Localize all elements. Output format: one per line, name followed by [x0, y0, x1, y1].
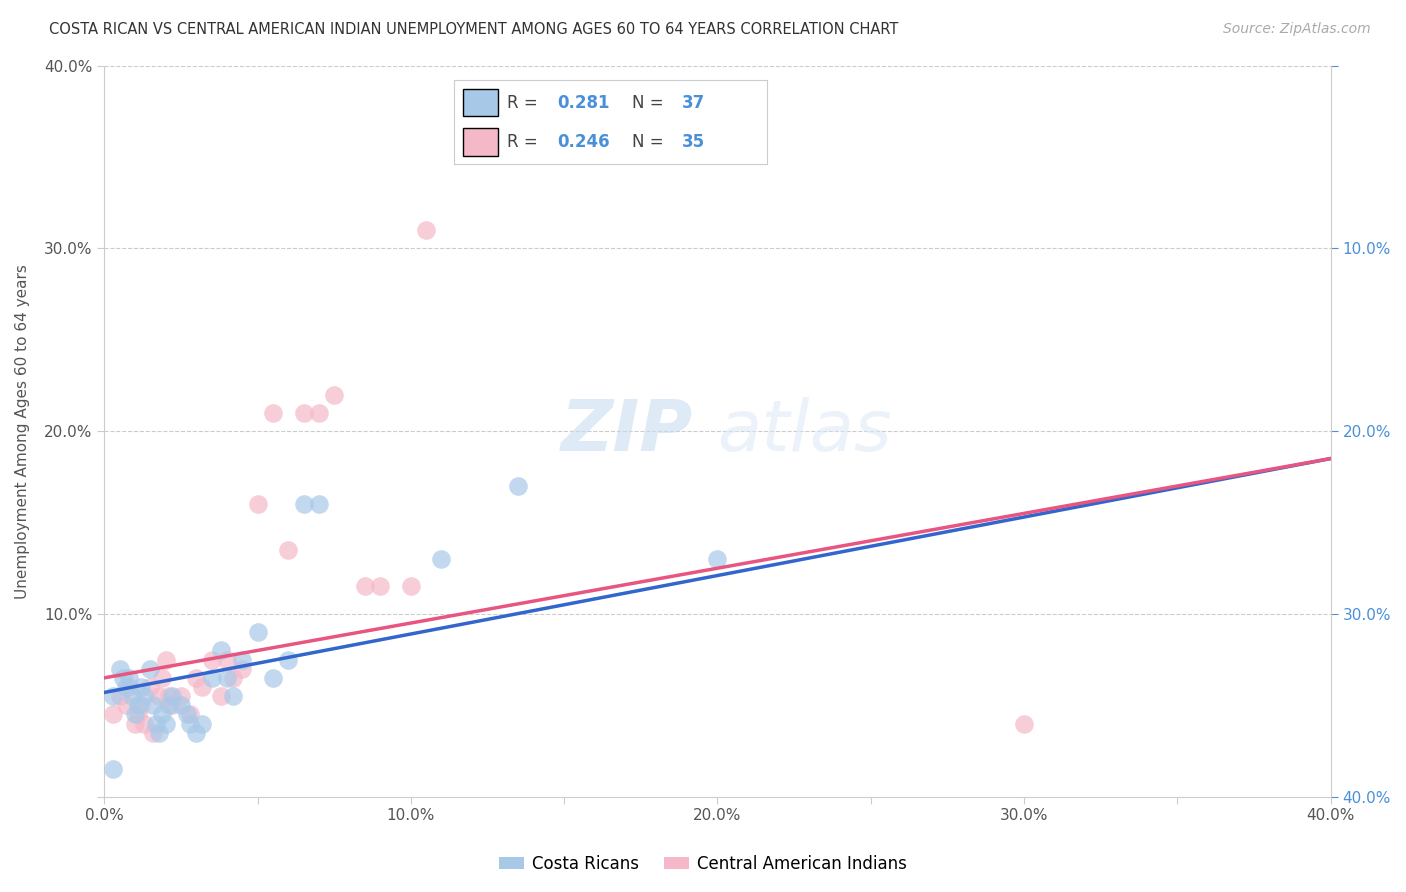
Point	[262, 671, 284, 685]
Point	[200, 652, 222, 666]
Point	[308, 497, 330, 511]
Point	[170, 698, 193, 713]
Point	[200, 671, 222, 685]
Point	[127, 707, 149, 722]
Text: ZIP: ZIP	[561, 397, 693, 466]
Point	[179, 716, 201, 731]
Point	[114, 698, 136, 713]
Point	[231, 662, 253, 676]
Point	[157, 689, 180, 703]
Point	[277, 652, 299, 666]
Point	[231, 652, 253, 666]
Text: atlas: atlas	[717, 397, 891, 466]
Point	[103, 762, 125, 776]
Point	[323, 387, 346, 401]
Point	[706, 552, 728, 566]
Point	[430, 552, 453, 566]
Point	[152, 707, 174, 722]
Point	[186, 725, 208, 739]
Point	[118, 680, 141, 694]
Point	[160, 698, 183, 713]
Point	[152, 671, 174, 685]
Point	[142, 698, 165, 713]
Point	[139, 662, 162, 676]
Point	[368, 580, 391, 594]
Text: COSTA RICAN VS CENTRAL AMERICAN INDIAN UNEMPLOYMENT AMONG AGES 60 TO 64 YEARS CO: COSTA RICAN VS CENTRAL AMERICAN INDIAN U…	[49, 22, 898, 37]
Point	[124, 707, 146, 722]
Point	[148, 725, 170, 739]
Point	[142, 725, 165, 739]
Point	[179, 707, 201, 722]
Y-axis label: Unemployment Among Ages 60 to 64 years: Unemployment Among Ages 60 to 64 years	[15, 264, 30, 599]
Point	[176, 707, 198, 722]
Point	[262, 406, 284, 420]
Point	[215, 652, 238, 666]
Point	[246, 497, 269, 511]
Point	[132, 689, 155, 703]
Point	[132, 716, 155, 731]
Point	[209, 643, 232, 657]
Point	[191, 716, 214, 731]
Point	[209, 689, 232, 703]
Point	[139, 680, 162, 694]
Point	[353, 580, 375, 594]
Point	[155, 652, 177, 666]
Point	[108, 662, 131, 676]
Point	[508, 479, 530, 493]
Point	[129, 680, 152, 694]
Point	[222, 689, 245, 703]
Point	[277, 543, 299, 558]
Point	[111, 671, 134, 685]
Point	[148, 689, 170, 703]
Point	[157, 698, 180, 713]
Point	[129, 698, 152, 713]
Point	[127, 698, 149, 713]
Point	[292, 406, 315, 420]
Legend: Costa Ricans, Central American Indians: Costa Ricans, Central American Indians	[492, 848, 914, 880]
Point	[155, 716, 177, 731]
Point	[118, 671, 141, 685]
Point	[186, 671, 208, 685]
Point	[246, 625, 269, 640]
Point	[1012, 716, 1035, 731]
Point	[415, 223, 437, 237]
Point	[215, 671, 238, 685]
Point	[114, 680, 136, 694]
Point	[191, 680, 214, 694]
Point	[222, 671, 245, 685]
Point	[160, 689, 183, 703]
Point	[108, 689, 131, 703]
Point	[145, 716, 167, 731]
Point	[121, 689, 143, 703]
Point	[103, 707, 125, 722]
Point	[170, 689, 193, 703]
Point	[103, 689, 125, 703]
Point	[399, 580, 422, 594]
Point	[124, 716, 146, 731]
Point	[308, 406, 330, 420]
Text: Source: ZipAtlas.com: Source: ZipAtlas.com	[1223, 22, 1371, 37]
Point	[292, 497, 315, 511]
